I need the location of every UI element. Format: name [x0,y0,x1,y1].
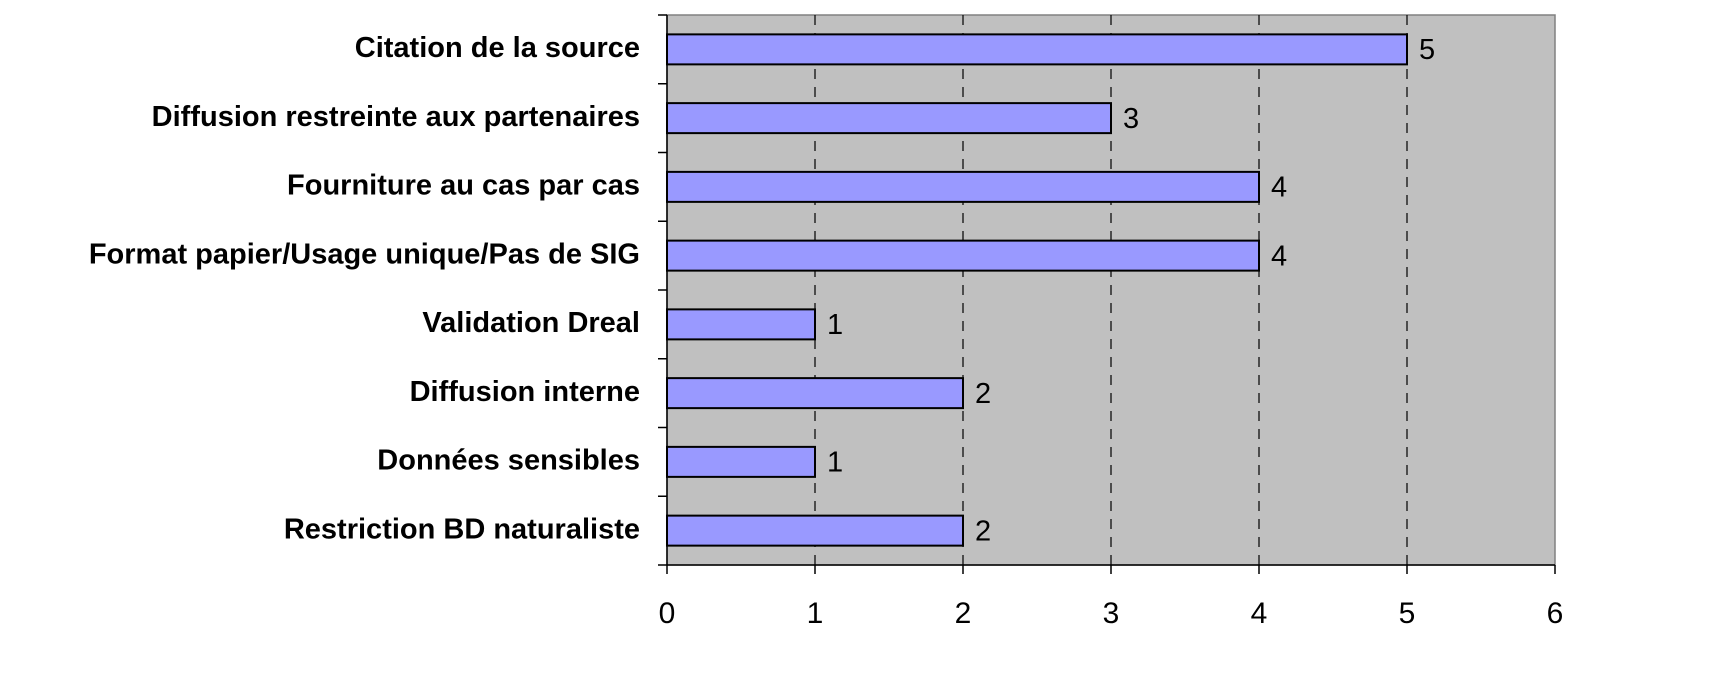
bar [666,170,1260,203]
bar [666,239,1260,272]
x-tick-label: 0 [659,597,676,630]
x-tick-label: 5 [1399,597,1416,630]
value-label: 1 [827,309,843,341]
x-tick-label: 1 [807,597,824,630]
y-tick-label: Citation de la source [355,32,640,64]
y-tick-label: Validation Dreal [422,307,640,339]
bar [666,377,964,410]
y-tick-label: Fourniture au cas par cas [287,170,640,202]
bar [666,33,1408,66]
bar [666,308,816,341]
value-label: 4 [1271,172,1287,204]
x-tick-label: 2 [955,597,972,630]
value-label: 4 [1271,240,1287,272]
y-tick-label: Restriction BD naturaliste [284,513,640,545]
value-label: 5 [1419,34,1435,66]
value-label: 2 [975,378,991,410]
x-tick-label: 3 [1103,597,1120,630]
y-tick-label: Diffusion interne [410,376,640,408]
value-label: 1 [827,447,843,479]
bar [666,445,816,478]
x-tick-label: 4 [1251,597,1268,630]
value-label: 2 [975,515,991,547]
bar [666,514,964,547]
x-tick-label: 6 [1547,597,1564,630]
bar [666,102,1112,135]
y-tick-label: Format papier/Usage unique/Pas de SIG [89,238,640,270]
y-tick-label: Diffusion restreinte aux partenaires [152,101,640,133]
value-label: 3 [1123,103,1139,135]
y-tick-label: Données sensibles [377,445,640,477]
